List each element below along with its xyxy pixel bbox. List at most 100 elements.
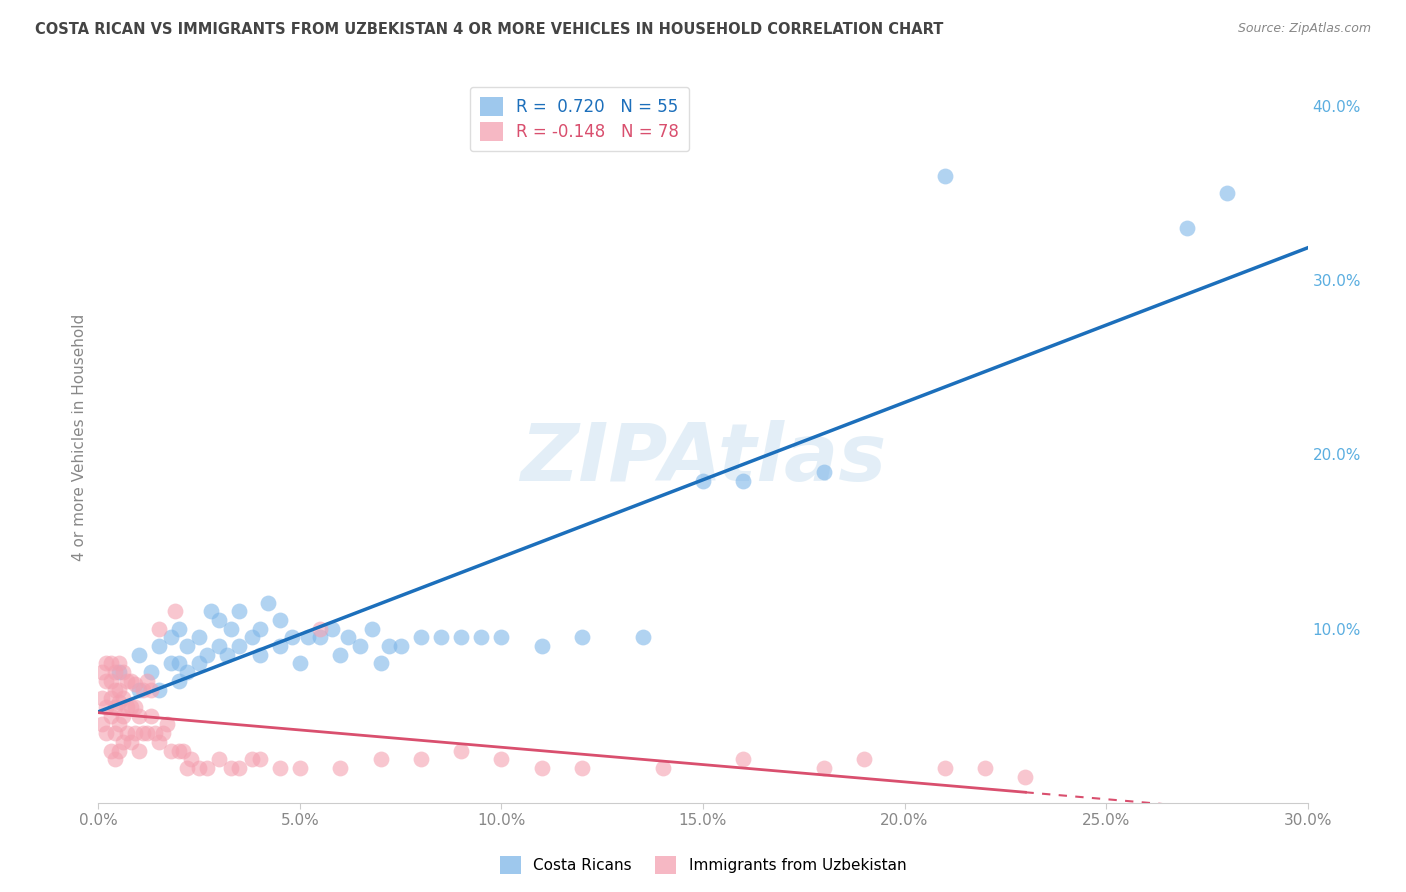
- Point: [128, 648, 150, 662]
- Point: [974, 761, 997, 775]
- Point: [208, 639, 231, 653]
- Point: [631, 631, 654, 645]
- Point: [100, 657, 122, 671]
- Point: [733, 474, 755, 488]
- Point: [124, 726, 146, 740]
- Point: [91, 717, 114, 731]
- Point: [91, 691, 114, 706]
- Point: [409, 752, 432, 766]
- Point: [107, 717, 129, 731]
- Point: [115, 700, 138, 714]
- Point: [135, 726, 157, 740]
- Point: [934, 761, 956, 775]
- Point: [148, 639, 170, 653]
- Point: [692, 474, 714, 488]
- Point: [309, 622, 332, 636]
- Point: [329, 648, 352, 662]
- Point: [450, 631, 472, 645]
- Point: [160, 743, 183, 757]
- Point: [256, 595, 278, 609]
- Point: [103, 665, 125, 680]
- Point: [111, 708, 134, 723]
- Point: [167, 673, 190, 688]
- Point: [309, 631, 332, 645]
- Point: [111, 691, 134, 706]
- Point: [228, 639, 250, 653]
- Point: [124, 700, 146, 714]
- Point: [103, 726, 125, 740]
- Point: [100, 743, 122, 757]
- Point: [1014, 770, 1036, 784]
- Point: [107, 682, 129, 697]
- Point: [370, 752, 392, 766]
- Point: [288, 761, 311, 775]
- Point: [139, 682, 162, 697]
- Point: [132, 682, 155, 697]
- Point: [91, 665, 114, 680]
- Point: [148, 622, 170, 636]
- Point: [853, 752, 876, 766]
- Point: [269, 613, 291, 627]
- Point: [176, 665, 198, 680]
- Point: [167, 743, 190, 757]
- Point: [120, 673, 142, 688]
- Point: [249, 648, 271, 662]
- Legend: Costa Ricans, Immigrants from Uzbekistan: Costa Ricans, Immigrants from Uzbekistan: [494, 850, 912, 880]
- Point: [450, 743, 472, 757]
- Y-axis label: 4 or more Vehicles in Household: 4 or more Vehicles in Household: [72, 313, 87, 561]
- Point: [813, 465, 835, 479]
- Point: [176, 639, 198, 653]
- Point: [377, 639, 399, 653]
- Point: [115, 673, 138, 688]
- Point: [571, 631, 593, 645]
- Point: [107, 665, 129, 680]
- Point: [167, 657, 190, 671]
- Point: [180, 752, 202, 766]
- Point: [103, 700, 125, 714]
- Point: [430, 631, 453, 645]
- Point: [103, 752, 125, 766]
- Point: [139, 665, 162, 680]
- Point: [120, 735, 142, 749]
- Point: [176, 761, 198, 775]
- Text: Source: ZipAtlas.com: Source: ZipAtlas.com: [1237, 22, 1371, 36]
- Point: [167, 622, 190, 636]
- Point: [148, 682, 170, 697]
- Point: [143, 726, 166, 740]
- Point: [152, 726, 174, 740]
- Text: ZIPAtlas: ZIPAtlas: [520, 420, 886, 498]
- Point: [217, 648, 239, 662]
- Point: [128, 682, 150, 697]
- Point: [96, 700, 118, 714]
- Point: [228, 761, 250, 775]
- Point: [813, 761, 835, 775]
- Point: [530, 761, 553, 775]
- Point: [240, 631, 263, 645]
- Point: [733, 752, 755, 766]
- Point: [221, 622, 243, 636]
- Point: [111, 735, 134, 749]
- Point: [208, 613, 231, 627]
- Point: [389, 639, 412, 653]
- Point: [491, 631, 513, 645]
- Point: [96, 673, 118, 688]
- Point: [571, 761, 593, 775]
- Text: COSTA RICAN VS IMMIGRANTS FROM UZBEKISTAN 4 OR MORE VEHICLES IN HOUSEHOLD CORREL: COSTA RICAN VS IMMIGRANTS FROM UZBEKISTA…: [35, 22, 943, 37]
- Point: [128, 708, 150, 723]
- Point: [96, 657, 118, 671]
- Point: [221, 761, 243, 775]
- Point: [195, 648, 218, 662]
- Point: [370, 657, 392, 671]
- Point: [148, 735, 170, 749]
- Point: [188, 761, 211, 775]
- Point: [160, 657, 183, 671]
- Point: [1175, 221, 1198, 235]
- Point: [100, 708, 122, 723]
- Point: [103, 682, 125, 697]
- Point: [135, 673, 157, 688]
- Point: [132, 726, 155, 740]
- Point: [172, 743, 194, 757]
- Point: [107, 743, 129, 757]
- Point: [107, 657, 129, 671]
- Point: [188, 631, 211, 645]
